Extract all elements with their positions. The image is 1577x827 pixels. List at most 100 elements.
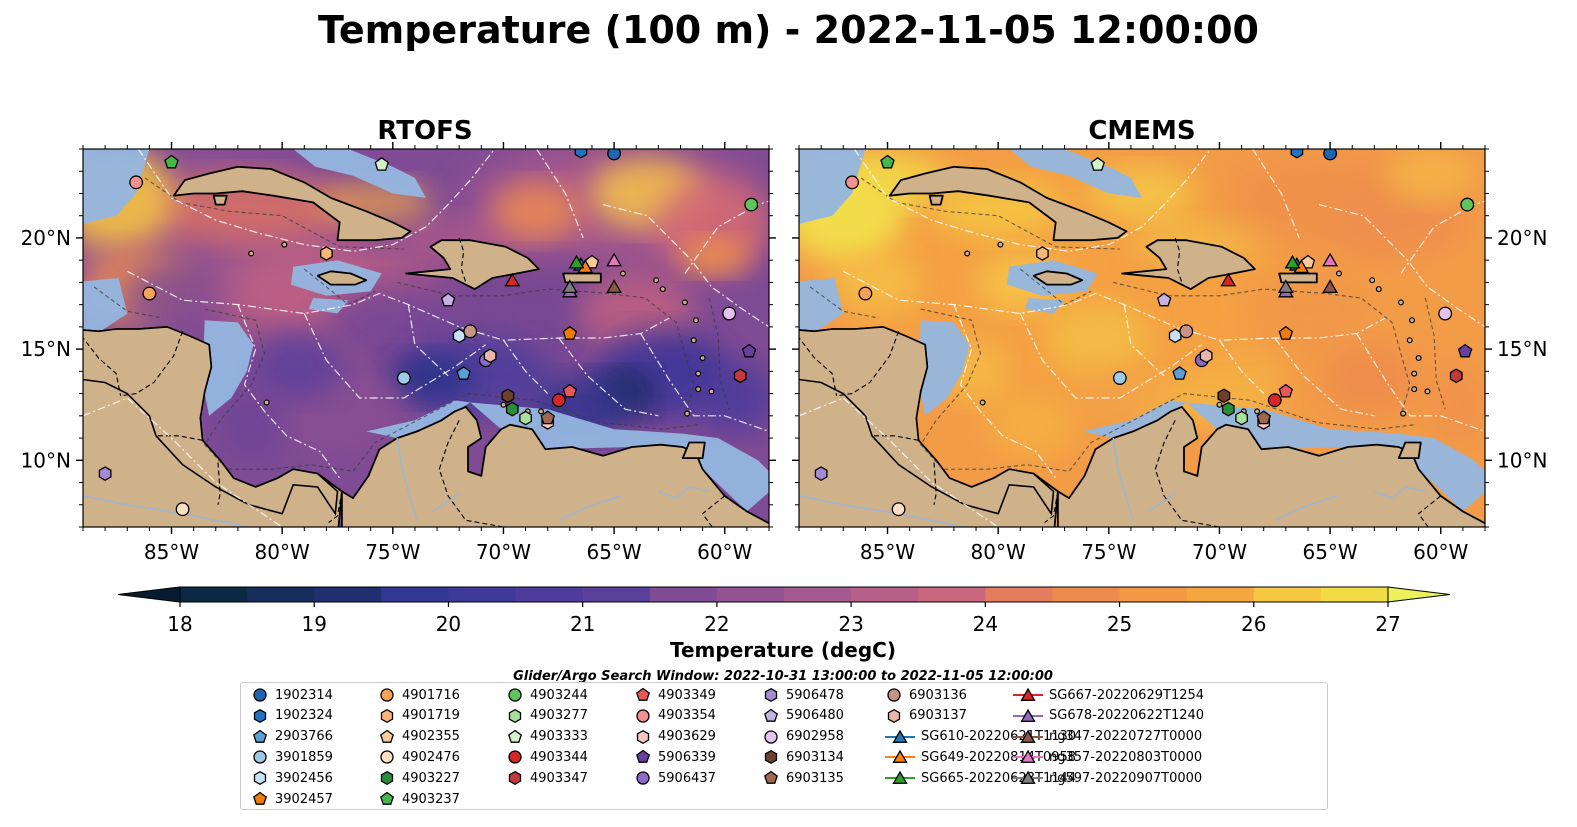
eez-boundary — [536, 149, 584, 239]
small-island — [281, 241, 288, 248]
x-tick-label: 80°W — [255, 540, 310, 564]
platform-marker-5906478 — [98, 466, 112, 482]
legend-label: 5906437 — [658, 770, 716, 786]
colorbar-frame — [179, 586, 1389, 603]
legend-label: SG678-20220622T1240 — [1049, 708, 1205, 724]
legend-item-4903277: 4903277 — [506, 706, 588, 726]
eez-boundary — [953, 304, 1057, 479]
platform-marker-ng597-20220907T0000 — [561, 279, 578, 294]
temperature-anomaly — [388, 353, 473, 403]
float-legend-symbol — [253, 791, 267, 805]
legend-item-4902355: 4902355 — [378, 727, 460, 747]
legend-item-SG610-20220621T1130: SG610-20220621T1130 — [885, 727, 1076, 747]
glider-legend-symbol — [885, 729, 915, 743]
rtofs-map-panel: 85°W 80°W 75°W 70°W 65°W 60°W 20°N 15°N 10°N — [21, 142, 776, 564]
country-border — [328, 491, 343, 524]
platform-marker-5906480 — [440, 292, 456, 307]
temperature-anomaly — [1321, 344, 1419, 416]
colorbar-bin — [1320, 587, 1389, 602]
platform-marker-ng357-20220803T0000 — [1322, 252, 1339, 267]
land-puertorico — [1278, 272, 1318, 284]
platform-marker-4903237 — [164, 154, 179, 169]
float-legend-symbol — [253, 688, 267, 702]
platform-marker-SG667-20220629T1254 — [1220, 272, 1237, 287]
eez-boundary — [1274, 337, 1375, 417]
land-hispaniola — [405, 239, 540, 290]
map-frame — [798, 148, 1486, 528]
legend-item-3901859: 3901859 — [251, 747, 333, 767]
small-island — [964, 250, 971, 257]
y-tick-label: 20°N — [1497, 226, 1547, 250]
small-island — [263, 399, 270, 406]
float-legend-symbol — [636, 771, 650, 785]
float-legend-symbol — [764, 750, 778, 765]
legend-label: 4903349 — [658, 687, 716, 703]
legend-item-4903244: 4903244 — [506, 685, 588, 705]
small-island — [997, 241, 1004, 248]
legend-label: SG649-20220814T0958 — [921, 749, 1077, 765]
country-border — [1044, 491, 1059, 524]
temperature-anomaly — [987, 395, 1076, 459]
y-tick-label: 10°N — [21, 448, 71, 472]
land-cuba — [172, 165, 412, 242]
isobath-1000m — [860, 177, 1120, 250]
small-island — [1397, 299, 1404, 306]
platform-marker-SG665-20220623T1144 — [568, 254, 585, 269]
legend-item-4903344: 4903344 — [506, 747, 588, 767]
platform-marker-4903244 — [744, 197, 759, 212]
platform-marker-3901859 — [396, 371, 411, 385]
land-cuba — [888, 165, 1128, 242]
eez-boundary — [1019, 313, 1203, 399]
platform-marker-1902324 — [574, 149, 588, 159]
legend-item-3902457: 3902457 — [251, 789, 333, 809]
small-island — [1400, 410, 1407, 417]
legend-item-6903136: 6903136 — [885, 685, 967, 705]
legend-item-SG665-20220623T1144: SG665-20220623T1144 — [885, 768, 1076, 788]
platform-marker-4902476 — [175, 502, 190, 517]
colorbar-tick-label: 20 — [436, 612, 461, 636]
land-puertorico — [562, 272, 602, 284]
colorbar-tick-label: 18 — [167, 612, 192, 636]
platform-marker-4903227 — [1221, 401, 1235, 417]
y-tick-label: 15°N — [1497, 337, 1547, 361]
river — [558, 495, 621, 522]
small-island — [1411, 370, 1418, 377]
legend-label: 2903766 — [275, 729, 333, 745]
eez-boundary — [1356, 333, 1485, 432]
colorbar-bin — [247, 587, 315, 602]
platform-marker-6903136 — [1179, 324, 1194, 339]
colorbar-bin — [918, 587, 986, 602]
x-tick-label: 65°W — [1302, 540, 1357, 564]
legend-label: 1902324 — [275, 708, 333, 724]
legend-label: 6903136 — [909, 687, 967, 703]
legend-item-4903227: 4903227 — [378, 768, 460, 788]
platform-marker-ng347-20220727T0000 — [606, 279, 623, 294]
shelf-guajira — [1082, 400, 1187, 439]
legend-item-SG678-20220622T1240: SG678-20220622T1240 — [1013, 706, 1204, 726]
legend-label: 4903629 — [658, 729, 716, 745]
country-border — [217, 462, 221, 505]
country-border — [872, 435, 919, 441]
colorbar-bin — [448, 587, 517, 602]
platform-marker-2903766 — [456, 365, 471, 380]
river — [83, 495, 250, 527]
country-border — [156, 435, 203, 441]
isobath-1000m — [303, 268, 376, 306]
colorbar-bin — [1052, 587, 1121, 602]
platform-marker-4901716 — [142, 286, 157, 301]
colorbar-bin — [515, 587, 584, 602]
eez-boundary — [1252, 149, 1300, 239]
legend-label: 3902457 — [275, 791, 333, 807]
legend-label: SG667-20220629T1254 — [1049, 687, 1205, 703]
float-legend-symbol — [508, 688, 522, 702]
platform-marker-4903227 — [505, 401, 519, 417]
temperature-anomaly — [125, 260, 241, 341]
colorbar-bin — [1119, 587, 1188, 602]
isobath-1000m — [1424, 297, 1446, 410]
legend-label: 4903354 — [658, 708, 716, 724]
colorbar-bin — [1186, 587, 1255, 602]
float-legend-symbol — [636, 750, 650, 764]
legend-item-4903237: 4903237 — [378, 789, 460, 809]
legend-item-4903347: 4903347 — [506, 768, 588, 788]
